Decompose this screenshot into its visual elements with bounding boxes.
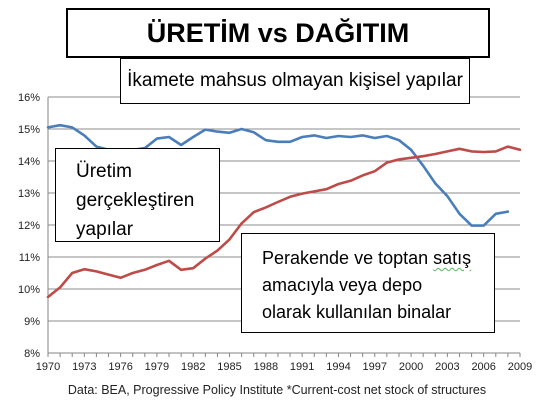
x-tick-label: 2009	[508, 361, 532, 373]
x-tick-label: 1982	[181, 361, 205, 373]
x-tick-label: 2003	[435, 361, 459, 373]
production-label-line2: gerçekleştiren	[76, 190, 195, 211]
x-tick-label: 2000	[399, 361, 423, 373]
x-tick-label: 1991	[290, 361, 314, 373]
retail-buildings-annotation: Perakende ve toptan satış amacıyla veya …	[241, 233, 495, 333]
chart-subtitle: İkamete mahsus olmayan kişisel yapılar	[120, 58, 470, 104]
y-tick-label: 13%	[18, 188, 40, 200]
x-tick-label: 1979	[145, 361, 169, 373]
x-tick-label: 2006	[471, 361, 495, 373]
y-tick-label: 9%	[24, 316, 40, 328]
retail-label-line1: Perakende ve toptan satış	[262, 245, 494, 272]
x-tick-label: 1970	[36, 361, 60, 373]
x-tick-label: 1988	[254, 361, 278, 373]
retail-label-line1-text: Perakende ve toptan	[262, 248, 434, 268]
y-tick-labels: 8% 9% 10% 11% 12% 13% 14% 15% 16%	[18, 92, 40, 360]
production-buildings-annotation: Üretim gerçekleştiren yapılar	[55, 148, 220, 242]
axes	[47, 97, 521, 357]
y-tick-label: 12%	[18, 220, 40, 232]
source-note: Data: BEA, Progressive Policy Institute …	[67, 383, 487, 397]
x-tick-label: 1973	[72, 361, 96, 373]
y-tick-label: 16%	[18, 92, 40, 104]
production-label-line1: Üretim	[76, 161, 132, 182]
retail-label-line3: olarak kullanılan binalar	[262, 302, 452, 322]
x-tick-label: 1985	[217, 361, 241, 373]
y-tick-label: 15%	[18, 124, 40, 136]
x-tick-label: 1976	[108, 361, 132, 373]
y-tick-label: 10%	[18, 284, 40, 296]
y-tick-label: 8%	[24, 348, 40, 360]
y-tick-label: 11%	[19, 252, 40, 264]
x-tick-labels: 1970 1973 1976 1979 1982 1985 1988 1991 1994 1997…	[36, 361, 532, 373]
x-tick-label: 1997	[363, 361, 387, 373]
production-label-line3: yapılar	[76, 219, 134, 240]
x-tick-label: 1994	[326, 361, 350, 373]
series-line-retail	[46, 145, 522, 299]
retail-label-line2: amacıyla veya depo	[262, 275, 423, 295]
spellcheck-marked-word: satış	[433, 248, 472, 268]
chart-title: ÜRETİM vs DAĞITIM	[66, 8, 490, 58]
y-tick-label: 14%	[18, 156, 40, 168]
